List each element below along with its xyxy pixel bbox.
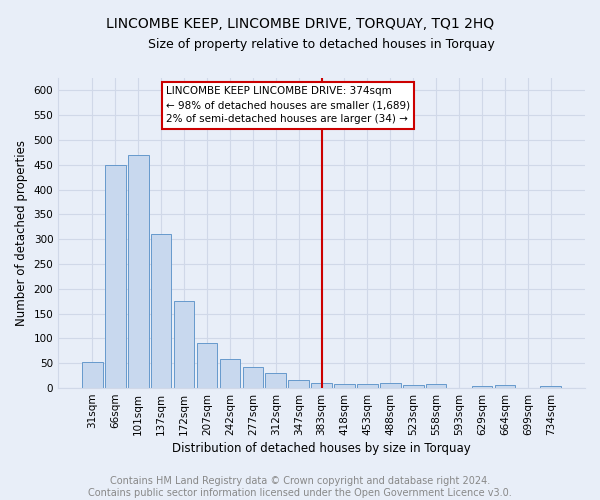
Bar xyxy=(380,383,401,388)
Bar xyxy=(174,302,194,388)
Text: LINCOMBE KEEP, LINCOMBE DRIVE, TORQUAY, TQ1 2HQ: LINCOMBE KEEP, LINCOMBE DRIVE, TORQUAY, … xyxy=(106,18,494,32)
Bar xyxy=(220,360,240,388)
Bar xyxy=(289,380,309,388)
Title: Size of property relative to detached houses in Torquay: Size of property relative to detached ho… xyxy=(148,38,495,51)
Text: LINCOMBE KEEP LINCOMBE DRIVE: 374sqm
← 98% of detached houses are smaller (1,689: LINCOMBE KEEP LINCOMBE DRIVE: 374sqm ← 9… xyxy=(166,86,410,124)
Bar xyxy=(82,362,103,388)
Bar xyxy=(541,386,561,388)
Bar xyxy=(128,155,149,388)
Text: Contains HM Land Registry data © Crown copyright and database right 2024.
Contai: Contains HM Land Registry data © Crown c… xyxy=(88,476,512,498)
Y-axis label: Number of detached properties: Number of detached properties xyxy=(15,140,28,326)
X-axis label: Distribution of detached houses by size in Torquay: Distribution of detached houses by size … xyxy=(172,442,471,455)
Bar xyxy=(242,366,263,388)
Bar xyxy=(197,344,217,388)
Bar xyxy=(105,165,125,388)
Bar xyxy=(151,234,172,388)
Bar xyxy=(357,384,378,388)
Bar xyxy=(334,384,355,388)
Bar xyxy=(472,386,493,388)
Bar xyxy=(494,385,515,388)
Bar xyxy=(426,384,446,388)
Bar xyxy=(265,373,286,388)
Bar xyxy=(311,383,332,388)
Bar xyxy=(403,384,424,388)
